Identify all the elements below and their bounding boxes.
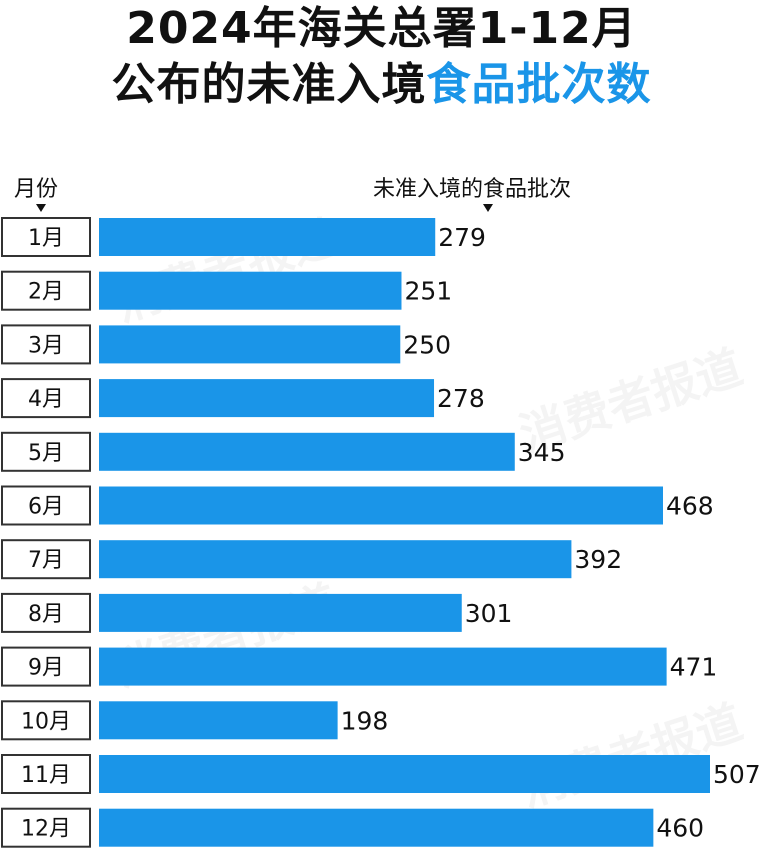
bar <box>99 647 667 686</box>
month-label: 5月 <box>28 441 64 466</box>
bar-value-label: 251 <box>404 277 452 306</box>
bar-value-label: 345 <box>518 438 566 467</box>
month-label-box <box>1 431 91 472</box>
month-label: 10月 <box>21 709 71 734</box>
chart-title-line-2-prefix: 公布的未准入境 <box>111 59 427 110</box>
bar-value-label: 471 <box>670 653 718 682</box>
bar-value-label: 250 <box>403 330 451 359</box>
bar-row: 7月 392 <box>1 539 622 580</box>
x-axis-label-arrow-icon <box>483 204 493 212</box>
bar <box>99 432 515 471</box>
month-label-box <box>1 378 91 419</box>
x-axis-label: 未准入境的食品批次 <box>373 177 572 202</box>
bar-value-label: 198 <box>341 706 389 735</box>
month-label-box <box>1 592 91 633</box>
bar-row: 11月 507 <box>1 754 761 794</box>
bar-row: 10月 198 <box>1 700 389 741</box>
month-label-box <box>1 754 91 794</box>
bar-value-label: 278 <box>437 384 485 413</box>
bar-value-label: 392 <box>574 545 622 574</box>
bar <box>99 755 710 793</box>
bar-row: 12月 460 <box>1 807 704 848</box>
month-label: 12月 <box>21 817 71 842</box>
bar-row: 5月 345 <box>1 431 566 472</box>
bar <box>99 808 654 847</box>
bar <box>99 486 663 525</box>
month-label-box <box>1 270 91 311</box>
month-label: 3月 <box>28 333 64 358</box>
bar <box>99 379 435 418</box>
bar-value-label: 301 <box>465 599 513 628</box>
month-label-box <box>1 324 91 365</box>
bar <box>99 593 462 632</box>
bar <box>99 271 402 310</box>
bar <box>99 218 436 256</box>
bar-row: 6月 468 <box>1 485 714 526</box>
bar <box>99 701 338 740</box>
bar-value-label: 279 <box>438 223 486 252</box>
month-label-box <box>1 539 91 580</box>
chart-title-line-1: 2024年海关总署1-12月 <box>126 3 637 54</box>
bar-value-label: 468 <box>666 492 714 521</box>
month-label-box <box>1 700 91 741</box>
month-label-box <box>1 807 91 848</box>
bar-value-label: 507 <box>713 760 761 789</box>
bar-row: 8月 301 <box>1 592 513 633</box>
bar-row: 2月 251 <box>1 270 452 311</box>
bar-row: 3月 250 <box>1 324 451 365</box>
month-label-box <box>1 485 91 526</box>
month-label: 1月 <box>28 226 64 251</box>
month-label: 11月 <box>21 763 71 788</box>
month-label-box <box>1 646 91 687</box>
month-label: 4月 <box>28 387 64 412</box>
bar <box>99 540 572 579</box>
chart-title-line-2-highlight: 食品批次数 <box>426 59 652 110</box>
bar-row: 4月 278 <box>1 378 485 419</box>
month-label-box <box>1 217 91 257</box>
bar-row: 1月 279 <box>1 217 486 257</box>
chart-title-line-2: 公布的未准入境食品批次数 <box>0 58 763 112</box>
month-label: 2月 <box>28 280 64 305</box>
bar <box>99 325 401 364</box>
month-label: 7月 <box>28 548 64 573</box>
y-axis-label: 月份 <box>14 177 59 202</box>
bar-value-label: 460 <box>656 814 704 843</box>
bar-row: 9月 471 <box>1 646 718 687</box>
month-label: 6月 <box>28 495 64 520</box>
month-label: 9月 <box>28 656 64 681</box>
y-axis-label-arrow-icon <box>36 204 46 212</box>
month-label: 8月 <box>28 602 64 627</box>
